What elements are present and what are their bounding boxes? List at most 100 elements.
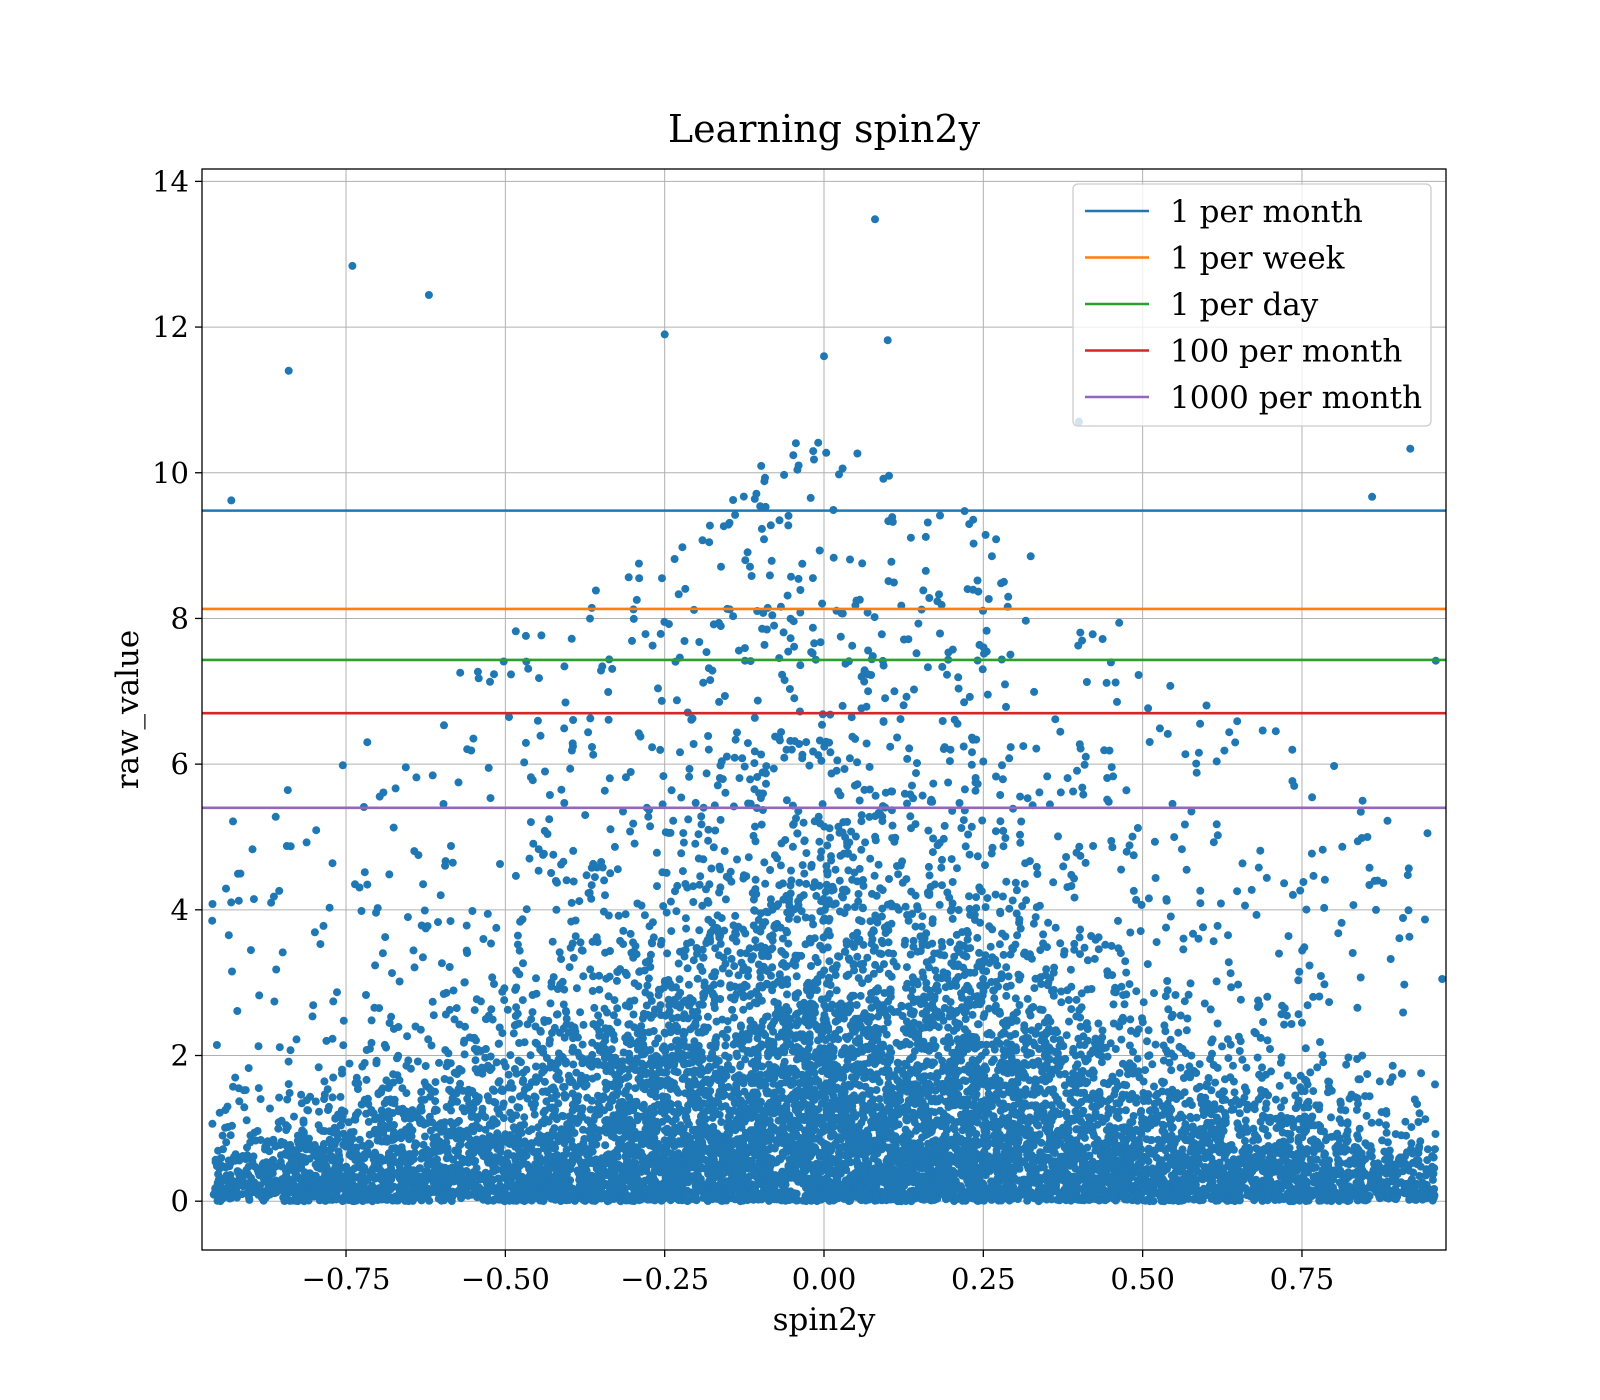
scatter-point [693,1095,702,1104]
scatter-point [730,753,739,762]
scatter-point [812,986,821,994]
scatter-point [1036,1005,1045,1014]
scatter-point [836,632,845,641]
scatter-point [582,871,591,880]
scatter-point [534,866,543,875]
scatter-point [547,869,556,877]
scatter-point [1032,744,1041,753]
scatter-point [316,940,325,949]
scatter-point [519,1090,528,1099]
scatter-point [991,827,1000,836]
scatter-point [833,756,842,765]
scatter-point [1294,976,1303,985]
scatter-point [808,574,817,583]
scatter-point [1288,745,1297,754]
scatter-point [1005,904,1014,913]
scatter-point [1059,862,1068,871]
scatter-point [848,641,857,650]
scatter-point [1187,807,1196,816]
scatter-point [569,846,578,855]
scatter-point [604,715,613,724]
scatter-point [338,761,347,770]
scatter-point [555,948,564,957]
scatter-point [657,696,666,705]
scatter-point [641,1045,650,1054]
scatter-point [1134,671,1143,679]
scatter-point [492,923,501,932]
scatter-point [834,787,843,796]
scatter-point [445,963,454,971]
scatter-point [311,1097,320,1106]
scatter-point [249,1152,258,1161]
scatter-point [925,594,934,602]
scatter-point [1012,886,1021,895]
scatter-point [1073,766,1081,775]
scatter-point [1212,757,1221,766]
scatter-point [1356,973,1365,982]
scatter-point [1421,1115,1430,1124]
scatter-point [930,1058,939,1067]
scatter-point [1144,1026,1153,1035]
scatter-point [859,881,868,890]
scatter-point [674,1100,682,1109]
scatter-point [759,789,767,798]
scatter-point [698,945,707,954]
scatter-point [938,1056,947,1065]
scatter-point [1011,878,1020,887]
scatter-point [487,939,495,948]
scatter-point [1296,886,1305,895]
scatter-point [462,921,471,930]
scatter-point [319,921,328,930]
scatter-point [846,555,854,564]
scatter-point [996,909,1005,918]
scatter-point [1002,1039,1011,1048]
scatter-point [579,972,588,981]
scatter-point [1138,1018,1147,1027]
scatter-point [762,779,770,788]
scatter-point [940,821,949,830]
scatter-point [613,1004,622,1013]
scatter-point [1082,678,1091,686]
scatter-point [1083,956,1092,965]
scatter-point [626,768,635,776]
scatter-point [1229,1061,1237,1070]
scatter-point [1002,702,1010,711]
scatter-point [1082,1019,1091,1028]
scatter-point [1242,1087,1251,1096]
scatter-point [1164,1005,1173,1014]
scatter-point [981,861,989,870]
scatter-point [1271,1095,1280,1104]
scatter-point [248,845,257,854]
scatter-point [762,907,770,916]
scatter-point [1280,1096,1289,1105]
scatter-point [500,984,509,993]
scatter-point [1144,704,1153,713]
scatter-point [1137,900,1146,909]
scatter-point [1118,1059,1127,1068]
scatter-point [1070,945,1079,954]
scatter-point [713,781,722,790]
scatter-point [606,825,615,834]
scatter-point [469,734,478,743]
scatter-point [730,962,739,971]
scatter-point [1076,1022,1085,1031]
scatter-point [691,839,700,848]
scatter-point [888,821,897,830]
scatter-point [1209,937,1218,946]
scatter-point [756,927,765,936]
scatter-point [744,853,753,862]
scatter-point [490,670,498,679]
scatter-point [412,773,421,782]
scatter-point [589,1020,598,1029]
scatter-point [798,861,807,870]
scatter-point [1171,991,1180,999]
scatter-point [944,1023,953,1032]
scatter-point [504,1070,513,1079]
scatter-point [1128,832,1137,841]
scatter-point [954,906,963,914]
scatter-point [606,869,615,878]
scatter-point [1258,1124,1267,1133]
scatter-point [271,812,280,821]
scatter-point [906,812,915,821]
scatter-point [1161,992,1170,1001]
